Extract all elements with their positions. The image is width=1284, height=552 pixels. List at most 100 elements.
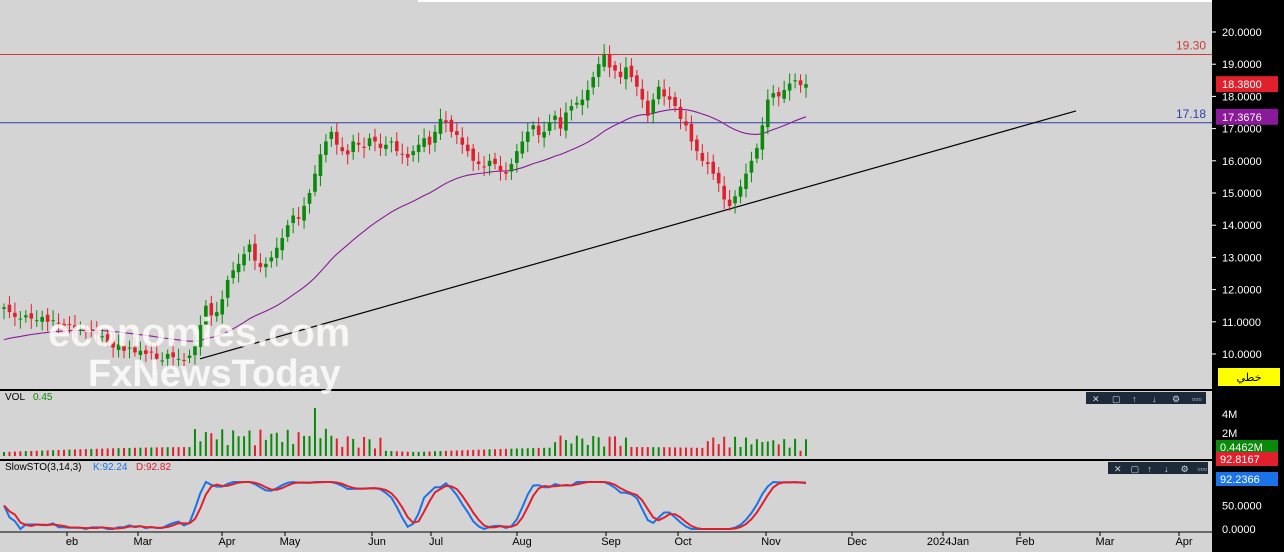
volume-bar bbox=[701, 447, 704, 456]
time-tick-label: Sep bbox=[601, 536, 621, 548]
volume-bar bbox=[46, 450, 49, 456]
volume-bar bbox=[690, 447, 693, 456]
volume-bar bbox=[68, 449, 71, 456]
candle-body bbox=[558, 117, 563, 129]
candle-body bbox=[722, 185, 726, 200]
price-tick-label: 20.0000 bbox=[1222, 27, 1262, 39]
volume-bar bbox=[434, 451, 437, 456]
candle-body bbox=[749, 160, 754, 173]
candle-body bbox=[204, 305, 208, 325]
volume-bar bbox=[728, 447, 731, 456]
volume-bar bbox=[352, 438, 355, 456]
volume-bar bbox=[788, 447, 791, 456]
time-tick-label: Apr bbox=[1175, 536, 1192, 548]
candle-body bbox=[122, 345, 126, 351]
volume-bar bbox=[24, 451, 27, 456]
volume-bar bbox=[379, 437, 382, 456]
candle-body bbox=[13, 312, 17, 317]
volume-bar bbox=[657, 447, 660, 456]
volume-bar bbox=[221, 429, 224, 456]
candle-body bbox=[258, 263, 263, 268]
volume-bar bbox=[133, 447, 136, 456]
price-badge-text: 17.3676 bbox=[1222, 112, 1262, 124]
time-tick-label: Nov bbox=[761, 536, 781, 548]
candle-body bbox=[127, 347, 132, 349]
level-label-0: 19.30 bbox=[1176, 39, 1206, 53]
candle-body bbox=[433, 131, 437, 143]
volume-bar bbox=[264, 439, 267, 456]
volume-bar bbox=[712, 437, 715, 456]
candle-body bbox=[220, 299, 225, 315]
volume-bar bbox=[663, 447, 666, 456]
volume-bar bbox=[123, 448, 126, 456]
volume-bar bbox=[614, 436, 617, 456]
candle-body bbox=[629, 65, 634, 78]
candle-body bbox=[471, 148, 475, 161]
pane-toolbar-icon: ▫▫▫ bbox=[1192, 394, 1202, 404]
candle-body bbox=[138, 350, 143, 355]
volume-bar bbox=[794, 438, 797, 456]
volume-bar bbox=[597, 437, 600, 456]
time-tick-label: Jun bbox=[368, 536, 386, 548]
candle-body bbox=[313, 173, 317, 192]
volume-bar bbox=[161, 447, 164, 456]
volume-bar bbox=[521, 448, 524, 456]
volume-bar bbox=[79, 449, 82, 456]
candle-body bbox=[367, 138, 372, 147]
volume-bar bbox=[243, 436, 246, 456]
candle-body bbox=[493, 158, 497, 165]
volume-bar bbox=[750, 444, 753, 456]
candle-body bbox=[427, 136, 432, 145]
volume-bar bbox=[390, 451, 393, 456]
volume-bar bbox=[455, 450, 458, 456]
volume-bar bbox=[210, 433, 213, 456]
volume-bar bbox=[155, 447, 158, 456]
candle-body bbox=[564, 112, 568, 131]
volume-bar bbox=[548, 447, 551, 456]
volume-bar bbox=[668, 447, 671, 456]
price-tick-label: 10.0000 bbox=[1222, 349, 1262, 361]
volume-bar bbox=[95, 448, 98, 456]
volume-bar bbox=[199, 441, 202, 456]
volume-bar bbox=[172, 447, 175, 456]
volume-bar bbox=[592, 435, 595, 456]
volume-bar bbox=[292, 444, 295, 456]
candle-body bbox=[209, 303, 214, 316]
candle-body bbox=[73, 325, 77, 329]
volume-bar bbox=[706, 441, 709, 456]
candle-body bbox=[116, 344, 121, 350]
candle-body bbox=[78, 329, 83, 331]
volume-bar bbox=[652, 447, 655, 456]
candle-body bbox=[133, 347, 137, 353]
candle-body bbox=[645, 100, 650, 116]
volume-bar bbox=[755, 439, 758, 456]
candle-body bbox=[345, 150, 350, 155]
level-label-1: 17.18 bbox=[1176, 107, 1206, 121]
volume-bar bbox=[428, 451, 431, 456]
volume-bar bbox=[3, 452, 5, 456]
candle-body bbox=[264, 263, 268, 268]
candle-body bbox=[585, 89, 590, 101]
candle-body bbox=[602, 54, 606, 67]
sto-title: SlowSTO(3,14,3) bbox=[5, 462, 82, 473]
volume-bar bbox=[570, 443, 573, 456]
moving-average-line bbox=[3, 108, 807, 342]
volume-bar bbox=[624, 437, 627, 456]
candle-body bbox=[684, 121, 688, 126]
candle-body bbox=[24, 315, 28, 318]
volume-bar bbox=[188, 447, 191, 456]
volume-bar bbox=[52, 450, 55, 456]
volume-bar bbox=[608, 436, 611, 456]
watermark-economies: economies.com bbox=[48, 311, 350, 355]
volume-bar bbox=[90, 448, 93, 456]
candle-body bbox=[651, 99, 656, 114]
volume-bar bbox=[439, 451, 442, 456]
volume-bar bbox=[494, 449, 497, 456]
candle-body bbox=[487, 160, 492, 166]
volume-bar bbox=[204, 432, 207, 456]
price-badge-text: 18.3800 bbox=[1222, 79, 1262, 91]
candle-body bbox=[18, 318, 23, 320]
candle-body bbox=[662, 89, 666, 97]
